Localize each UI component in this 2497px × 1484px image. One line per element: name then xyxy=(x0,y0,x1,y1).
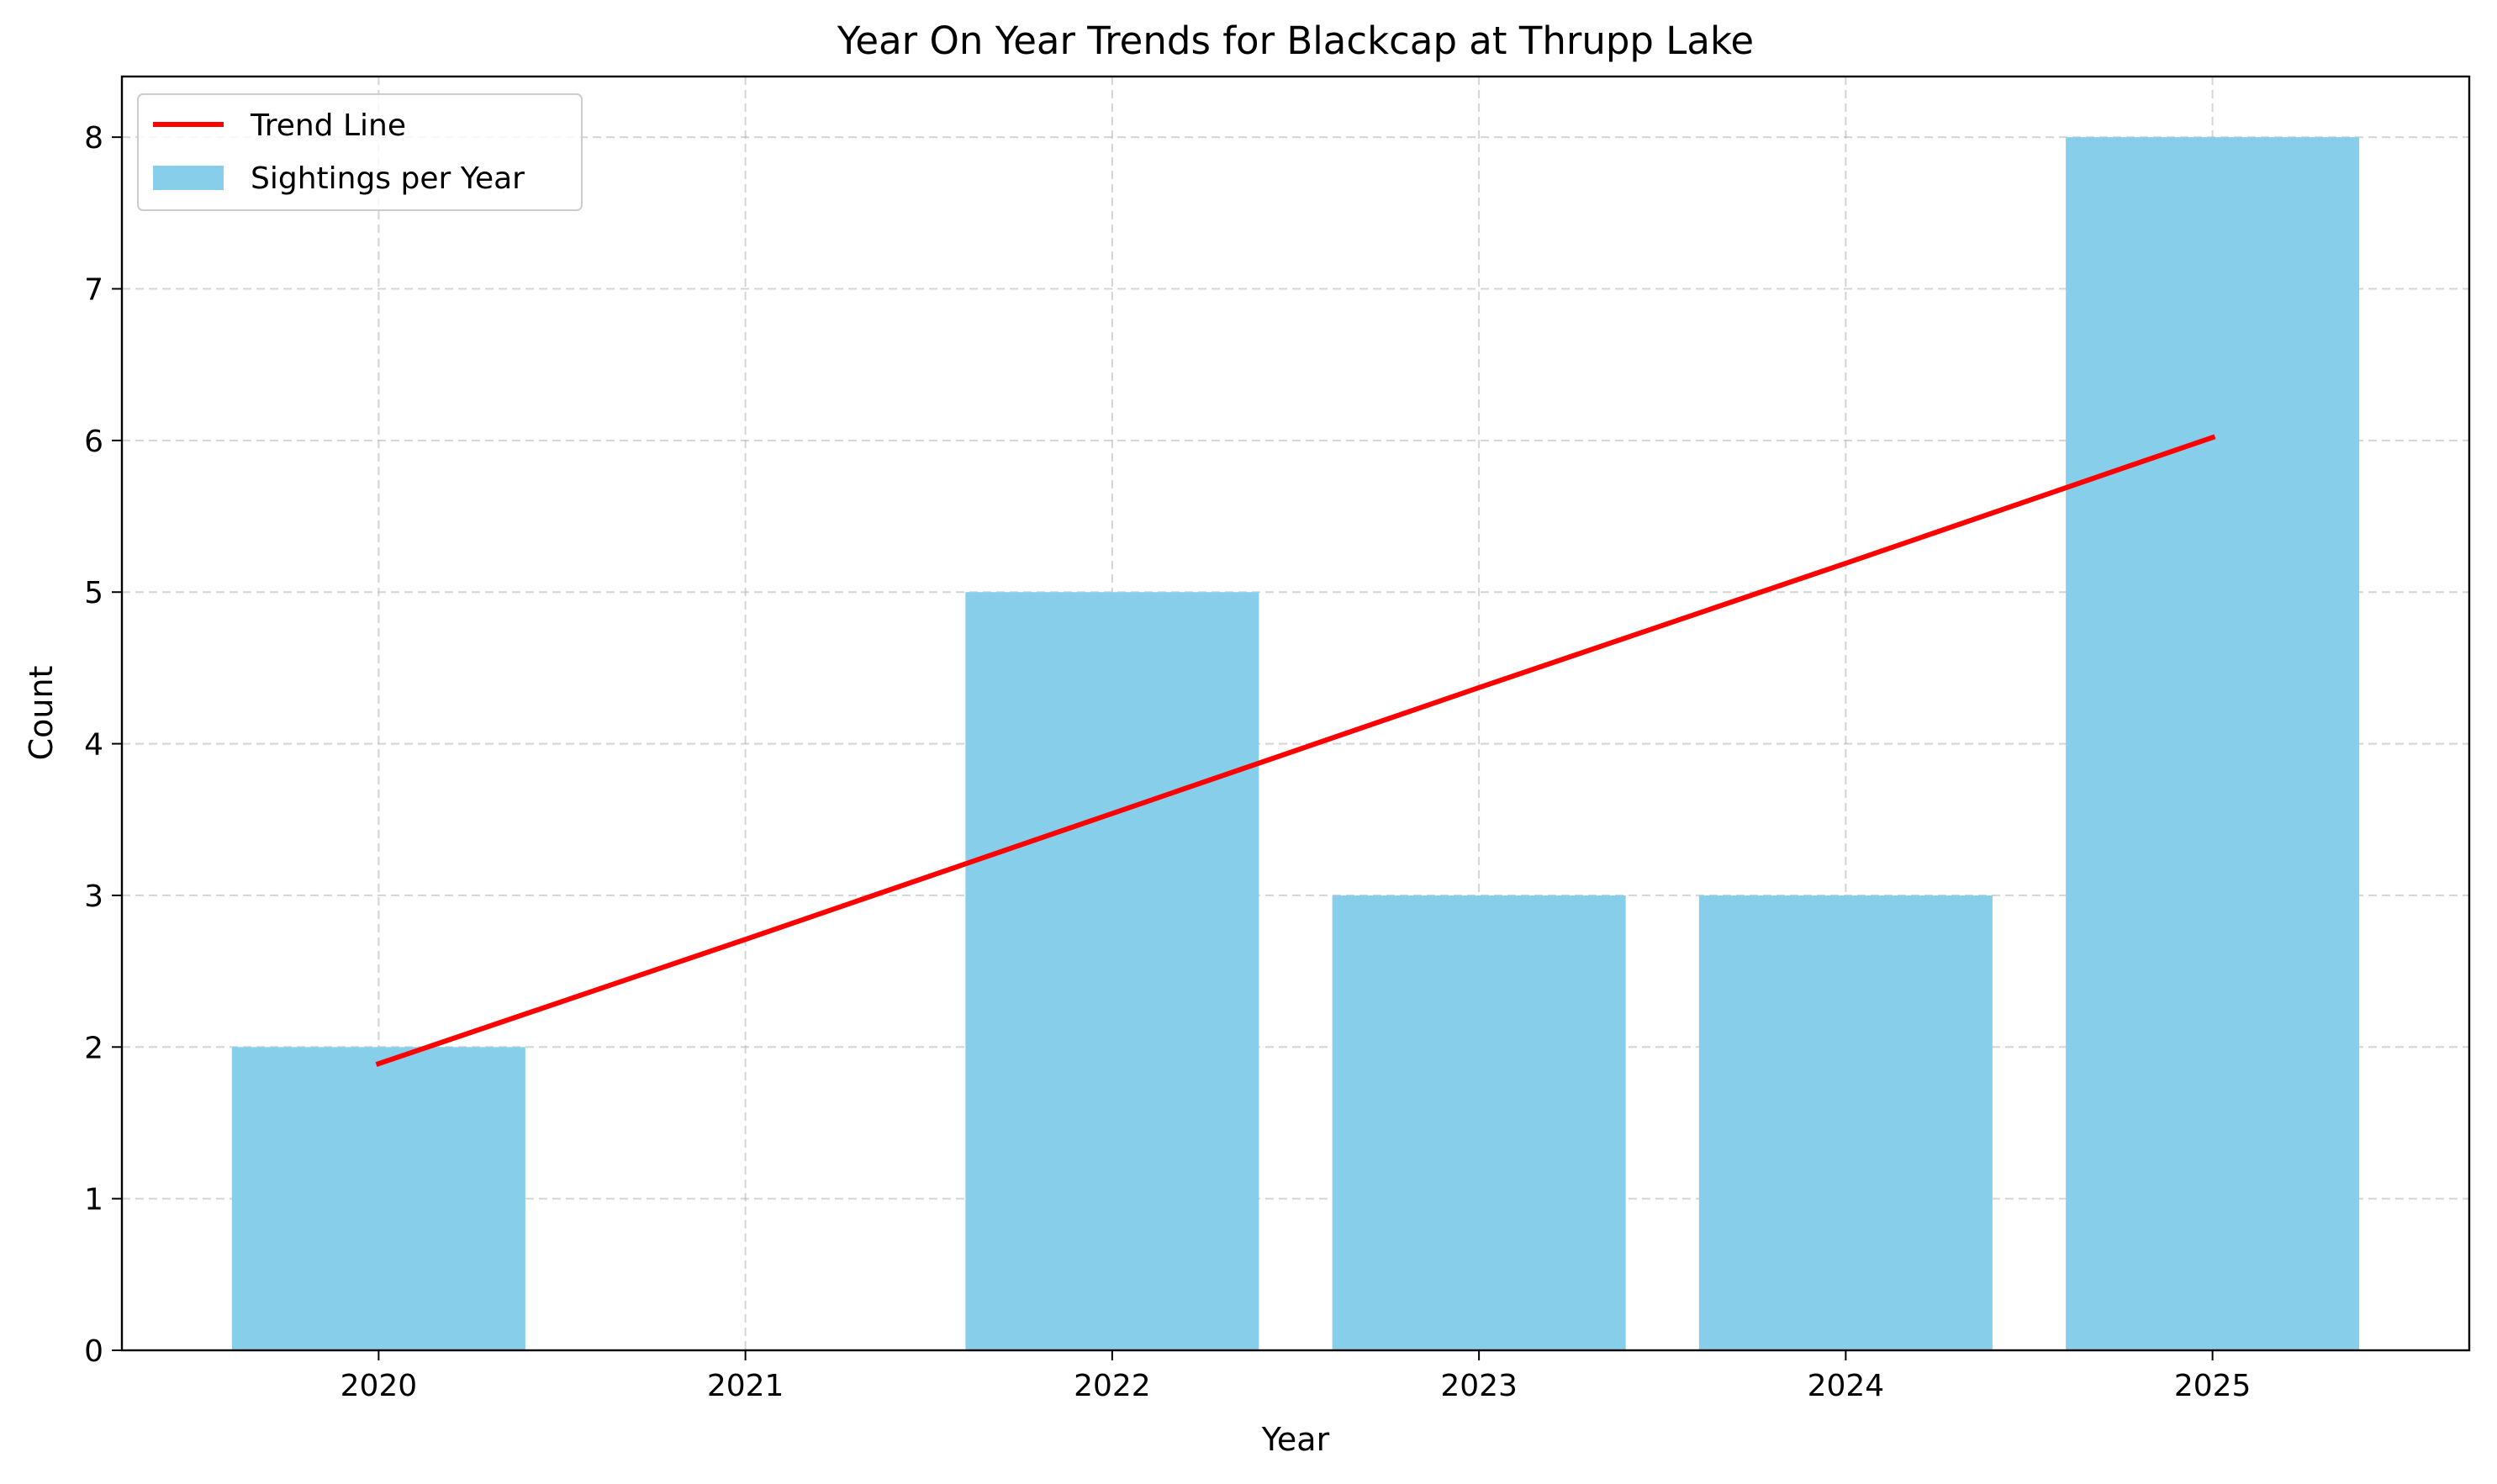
y-tick-label: 8 xyxy=(84,121,103,156)
bars xyxy=(231,137,2360,1351)
trend-line xyxy=(375,434,2216,1067)
y-tick-label: 0 xyxy=(84,1334,103,1369)
x-tick-label: 2024 xyxy=(1808,1369,1885,1403)
x-axis-title: Year xyxy=(1261,1421,1330,1458)
bar-2023 xyxy=(1332,895,1626,1350)
y-tick-label: 1 xyxy=(84,1183,103,1217)
x-tick-label: 2022 xyxy=(1074,1369,1151,1403)
legend-box xyxy=(137,93,583,211)
x-tick-label: 2020 xyxy=(340,1369,418,1403)
y-tick-label: 6 xyxy=(84,425,103,459)
x-tick-label: 2023 xyxy=(1440,1369,1518,1403)
legend: Trend Line Sightings per Year xyxy=(137,93,583,211)
bar-2020 xyxy=(231,1047,525,1350)
y-axis: 0 1 2 3 4 5 6 7 8 xyxy=(84,121,122,1369)
y-tick-label: 2 xyxy=(84,1031,103,1065)
y-tick-label: 5 xyxy=(84,576,103,610)
trend-line-layer xyxy=(375,434,2216,1067)
legend-bars-label: Sightings per Year xyxy=(251,161,525,196)
bar-2022 xyxy=(965,592,1259,1350)
y-axis-title: Count xyxy=(23,666,60,761)
x-axis: 2020 2021 2022 2023 2024 2025 xyxy=(340,1350,2252,1403)
y-tick-label: 3 xyxy=(84,879,103,914)
legend-bars-swatch xyxy=(153,166,224,190)
bar-2025 xyxy=(2066,137,2360,1351)
legend-trend-label: Trend Line xyxy=(250,108,406,143)
chart-title: Year On Year Trends for Blackcap at Thru… xyxy=(837,18,1754,63)
y-tick-label: 7 xyxy=(84,273,103,308)
y-tick-label: 4 xyxy=(84,728,103,763)
plot-frame xyxy=(120,75,2471,1352)
x-tick-label: 2021 xyxy=(707,1369,784,1403)
bar-2024 xyxy=(1698,895,1993,1350)
x-tick-label: 2025 xyxy=(2174,1369,2252,1403)
